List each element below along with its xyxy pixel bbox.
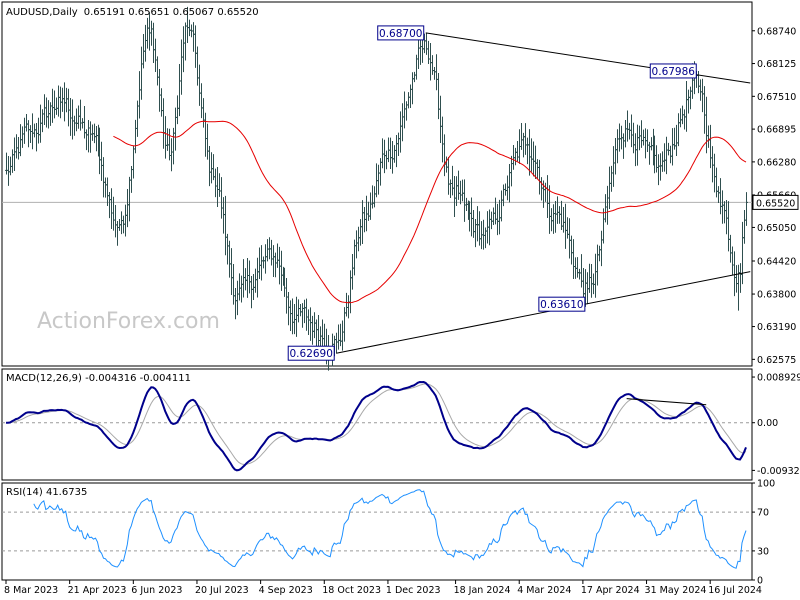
price-label: 0.67986 xyxy=(649,63,697,79)
date-tick-label: 8 Mar 2023 xyxy=(4,585,58,596)
price-label-text: 0.67986 xyxy=(652,66,696,78)
rsi-tick-label: 30 xyxy=(757,546,769,557)
price-tick-label: 0.63800 xyxy=(757,290,796,301)
price-tick-label: 0.65050 xyxy=(757,223,796,234)
price-tick-label: 0.67510 xyxy=(757,92,796,103)
date-tick-label: 18 Oct 2023 xyxy=(322,585,381,596)
date-tick-label: 4 Sep 2023 xyxy=(259,585,313,596)
macd-tick-label: 0.008929 xyxy=(757,373,800,384)
watermark: ActionForex.com xyxy=(37,309,220,334)
date-tick-label: 4 Mar 2024 xyxy=(517,585,571,596)
date-tick-label: 18 Jan 2024 xyxy=(454,585,511,596)
macd-tick-label: -0.009321 xyxy=(757,466,800,477)
price-tick-label: 0.62575 xyxy=(757,355,796,366)
date-tick-label: 21 Apr 2023 xyxy=(68,585,127,596)
price-label: 0.68700 xyxy=(377,25,425,41)
price-tick-label: 0.66280 xyxy=(757,157,796,168)
macd-pane-frame xyxy=(1,368,753,481)
macd-line xyxy=(5,380,747,472)
date-tick-label: 16 Jul 2024 xyxy=(708,585,762,596)
macd-divergence-line xyxy=(626,398,707,406)
rsi-line xyxy=(33,489,747,569)
price-label: 0.63610 xyxy=(538,296,586,312)
price-tick-label: 0.66895 xyxy=(757,125,796,136)
date-tick-label: 17 Apr 2024 xyxy=(581,585,640,596)
ohlc-bars xyxy=(5,6,748,371)
price-label-box xyxy=(538,296,586,312)
rsi-title: RSI(14) 41.6735 xyxy=(6,487,87,498)
price-tick-label: 0.64420 xyxy=(757,257,796,268)
rsi-tick-label: 0 xyxy=(757,576,763,587)
date-tick-label: 31 May 2024 xyxy=(645,585,707,596)
lower-trendline xyxy=(336,271,751,354)
price-label-text: 0.63610 xyxy=(540,299,583,311)
price-label-text: 0.62690 xyxy=(290,348,333,360)
rsi-tick-label: 70 xyxy=(757,508,769,519)
price-label: 0.62690 xyxy=(287,345,335,361)
date-tick-label: 1 Dec 2023 xyxy=(386,585,441,596)
rsi-tick-label: 100 xyxy=(757,479,775,490)
macd-tick-label: 0.00 xyxy=(757,418,778,429)
symbol-timeframe: AUDUSD,Daily xyxy=(6,7,78,18)
current-price-label: 0.65520 xyxy=(756,198,795,209)
price-tick-label: 0.68740 xyxy=(757,26,796,37)
macd-signal-line xyxy=(6,383,747,466)
ohlc-bar xyxy=(745,192,748,226)
price-label-box xyxy=(377,25,425,41)
date-tick-label: 20 Jul 2023 xyxy=(195,585,249,596)
moving-average-line xyxy=(113,120,747,304)
price-tick-label: 0.68125 xyxy=(757,59,796,70)
price-label-box xyxy=(287,345,335,361)
current-price-box xyxy=(752,194,799,210)
rsi-pane-frame xyxy=(1,482,753,581)
ohlc-readout: 0.65191 0.65651 0.65067 0.65520 xyxy=(84,7,259,18)
chart-title: AUDUSD,Daily 0.65191 0.65651 0.65067 0.65… xyxy=(6,7,259,18)
price-label-text: 0.68700 xyxy=(379,28,422,40)
macd-title: MACD(12,26,9) -0.004316 -0.004111 xyxy=(6,373,191,384)
date-tick-label: 6 Jun 2023 xyxy=(131,585,182,596)
price-tick-label: 0.63190 xyxy=(757,322,796,333)
price-label-box xyxy=(649,63,697,79)
